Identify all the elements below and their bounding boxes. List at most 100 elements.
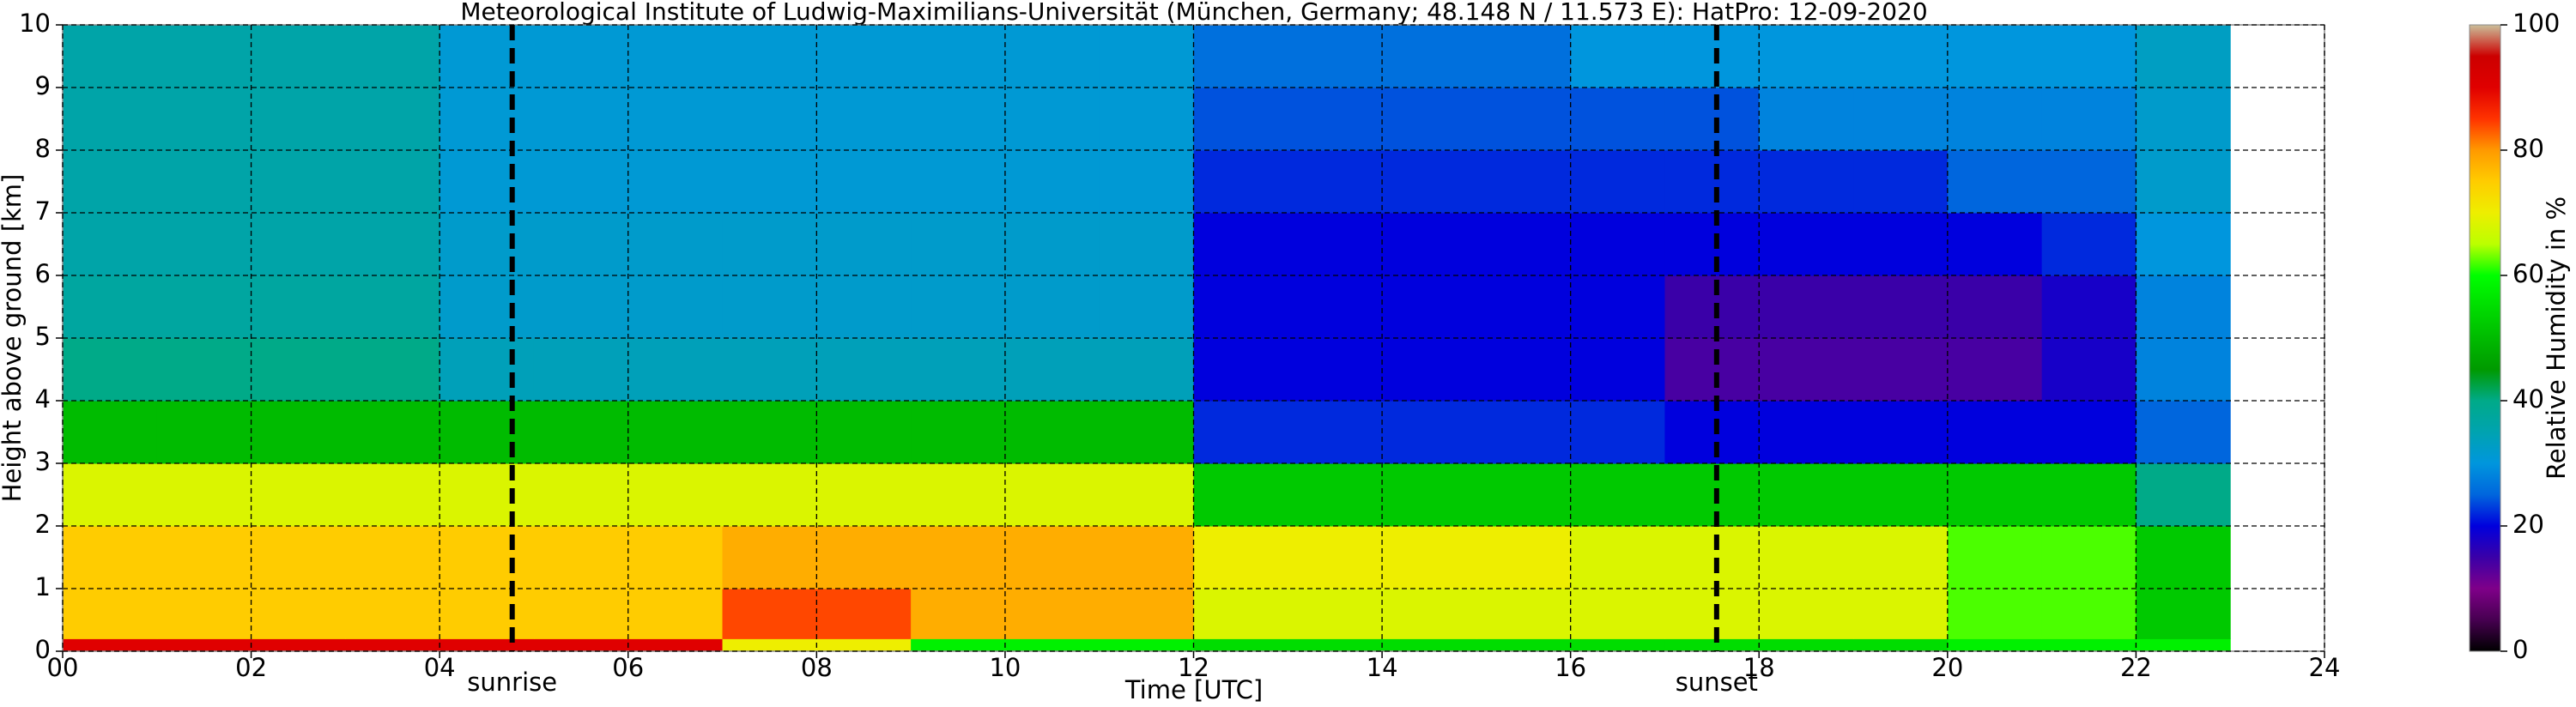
heatmap-cell [63, 25, 158, 88]
heatmap-cell [2041, 25, 2137, 88]
heatmap-cell [816, 88, 912, 151]
heatmap-cell [816, 150, 912, 214]
heatmap-cell [1004, 25, 1100, 88]
heatmap-cell [1193, 213, 1288, 276]
heatmap-cell [1382, 638, 1477, 652]
heatmap-cell [2136, 150, 2231, 214]
heatmap-cell [1853, 338, 1949, 402]
heatmap-cell [1193, 275, 1288, 339]
heatmap-cell [1759, 526, 1854, 589]
heatmap-cell [1759, 25, 1854, 88]
event-label: sunset [1676, 668, 1758, 697]
heatmap-cell [1099, 526, 1194, 589]
heatmap-cell [1853, 401, 1949, 464]
heatmap-cell [63, 338, 158, 402]
heatmap-cell [2041, 589, 2137, 639]
heatmap-cell [722, 638, 817, 652]
heatmap-cell [345, 589, 440, 639]
heatmap-cell [1947, 338, 2043, 402]
heatmap-cell [156, 25, 252, 88]
heatmap-cell [345, 25, 440, 88]
heatmap-cell [1099, 275, 1194, 339]
heatmap-cell [251, 589, 346, 639]
y-tick-label: 4 [35, 384, 51, 414]
heatmap-cell [1664, 463, 1760, 527]
heatmap-cell [1099, 213, 1194, 276]
heatmap-cell [722, 338, 817, 402]
y-tick-label: 0 [35, 635, 51, 664]
heatmap-cell [1382, 213, 1477, 276]
heatmap-cell [816, 275, 912, 339]
heatmap-cell [1004, 275, 1100, 339]
heatmap-cell [1947, 638, 2043, 652]
heatmap-cell [911, 213, 1006, 276]
heatmap-cell [1759, 88, 1854, 151]
heatmap-cell [1193, 25, 1288, 88]
heatmap-cell [1476, 589, 1572, 639]
x-tick-label: 20 [1931, 653, 1963, 682]
heatmap-cell [2041, 638, 2137, 652]
heatmap-cell [1853, 213, 1949, 276]
heatmap-cell [911, 589, 1006, 639]
heatmap-cell [627, 150, 724, 214]
heatmap-cell [1570, 275, 1665, 339]
heatmap-cell [2041, 338, 2137, 402]
heatmap-cell [251, 401, 346, 464]
heatmap-cell [1476, 88, 1572, 151]
heatmap-cell [1288, 638, 1383, 652]
heatmap-cell [1853, 25, 1949, 88]
heatmap-cell [1664, 275, 1760, 339]
heatmap-cell [1853, 275, 1949, 339]
heatmap-cell [1664, 150, 1760, 214]
heatmap-cell [63, 589, 158, 639]
heatmap-cell [1570, 338, 1665, 402]
heatmap-cell [1004, 638, 1100, 652]
heatmap-cell [1004, 88, 1100, 151]
heatmap-cell [1382, 589, 1477, 639]
heatmap-cell [2041, 463, 2137, 527]
heatmap-cell [1664, 401, 1760, 464]
heatmap-cell [156, 338, 252, 402]
heatmap-cell [533, 213, 629, 276]
heatmap-cell [1288, 589, 1383, 639]
heatmap-cell [439, 463, 535, 527]
heatmap-cell [439, 638, 535, 652]
heatmap-cell [1853, 150, 1949, 214]
heatmap-cell [911, 275, 1006, 339]
heatmap-cell [627, 88, 724, 151]
heatmap-cell [816, 526, 912, 589]
heatmap-cell [1193, 526, 1288, 589]
heatmap-cell [156, 88, 252, 151]
heatmap-cell [1288, 338, 1383, 402]
heatmap-cell [156, 401, 252, 464]
heatmap-cell [627, 589, 724, 639]
heatmap-cell [1193, 88, 1288, 151]
heatmap-cell [1288, 463, 1383, 527]
y-tick-label: 7 [35, 196, 51, 226]
y-tick-label: 6 [35, 259, 51, 288]
heatmap-cell [1288, 88, 1383, 151]
heatmap-cell [816, 589, 912, 639]
heatmap-cell [1664, 638, 1760, 652]
heatmap-cell [439, 275, 535, 339]
heatmap-cell [1288, 25, 1383, 88]
heatmap-cell [1570, 638, 1665, 652]
heatmap-cell [1099, 463, 1194, 527]
y-axis-label: Height above ground [km] [0, 174, 27, 503]
heatmap-cell [2041, 88, 2137, 151]
heatmap-cell [1193, 638, 1288, 652]
heatmap-cell [1382, 275, 1477, 339]
heatmap-cell [1664, 526, 1760, 589]
heatmap-cell [1947, 526, 2043, 589]
heatmap-cell [1004, 338, 1100, 402]
heatmap-cell [533, 88, 629, 151]
colorbar-tick-label: 80 [2512, 134, 2544, 163]
heatmap-cell [1476, 401, 1572, 464]
y-tick-label: 3 [35, 447, 51, 476]
heatmap [63, 25, 2231, 652]
heatmap-cell [1476, 638, 1572, 652]
heatmap-cell [627, 638, 724, 652]
heatmap-cell [1099, 589, 1194, 639]
heatmap-cell [1476, 213, 1572, 276]
